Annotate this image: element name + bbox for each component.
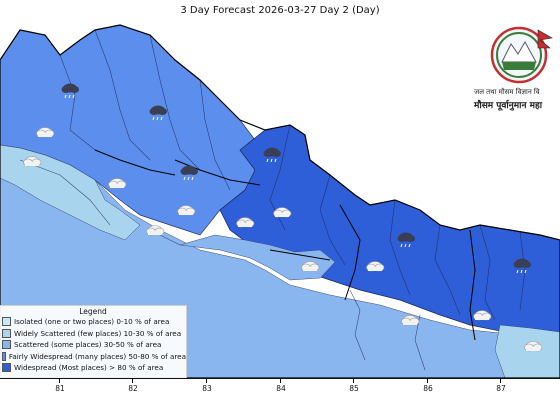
legend-swatch: [2, 351, 6, 361]
region-southwest-light: [0, 144, 141, 241]
x-tick-label: 82: [128, 384, 138, 393]
x-tick-mark: [59, 379, 60, 383]
legend-item: Isolated (one or two places) 0-10 % of a…: [0, 316, 186, 328]
nepal-border: [0, 24, 560, 379]
legend-swatch: [2, 317, 11, 327]
legend-item: Widespread (Most places) > 80 % of area: [0, 362, 186, 374]
map-legend: Legend Isolated (one or two places) 0-10…: [0, 305, 187, 379]
x-axis-line: [0, 378, 560, 379]
x-tick-mark: [132, 379, 133, 383]
logo-caption-dept: जल तथा मौसम विज्ञान वि: [474, 88, 540, 96]
legend-label: Widespread (Most places) > 80 % of area: [14, 363, 164, 373]
x-tick-mark: [427, 379, 428, 383]
legend-label: Isolated (one or two places) 0-10 % of a…: [14, 317, 170, 327]
legend-item: Scattered (some places) 30-50 % of area: [0, 339, 186, 351]
legend-swatch: [2, 363, 11, 373]
dhm-logo: [478, 22, 560, 122]
x-tick-label: 83: [202, 384, 212, 393]
x-tick-label: 86: [423, 384, 433, 393]
legend-label: Widely Scattered (few places) 10-30 % of…: [14, 328, 182, 338]
x-tick-label: 85: [349, 384, 359, 393]
legend-item: Fairly Widespread (many places) 50-80 % …: [0, 351, 186, 363]
x-tick-label: 87: [496, 384, 506, 393]
legend-title: Legend: [79, 307, 107, 316]
legend-swatch: [2, 340, 11, 350]
region-east-south: [494, 324, 560, 379]
x-tick-mark: [500, 379, 501, 383]
x-tick-label: 84: [276, 384, 286, 393]
x-tick-mark: [206, 379, 207, 383]
x-tick-label: 81: [55, 384, 65, 393]
legend-label: Scattered (some places) 30-50 % of area: [14, 340, 162, 350]
x-tick-mark: [280, 379, 281, 383]
logo-caption-division: मौसम पूर्वानुमान महा: [474, 101, 543, 111]
legend-item: Widely Scattered (few places) 10-30 % of…: [0, 328, 186, 340]
map-title: 3 Day Forecast 2026-03-27 Day 2 (Day): [180, 5, 380, 16]
region-mid-hills: [179, 234, 336, 281]
legend-label: Fairly Widespread (many places) 50-80 % …: [8, 351, 186, 361]
x-tick-mark: [353, 379, 354, 383]
legend-swatch: [2, 328, 11, 338]
